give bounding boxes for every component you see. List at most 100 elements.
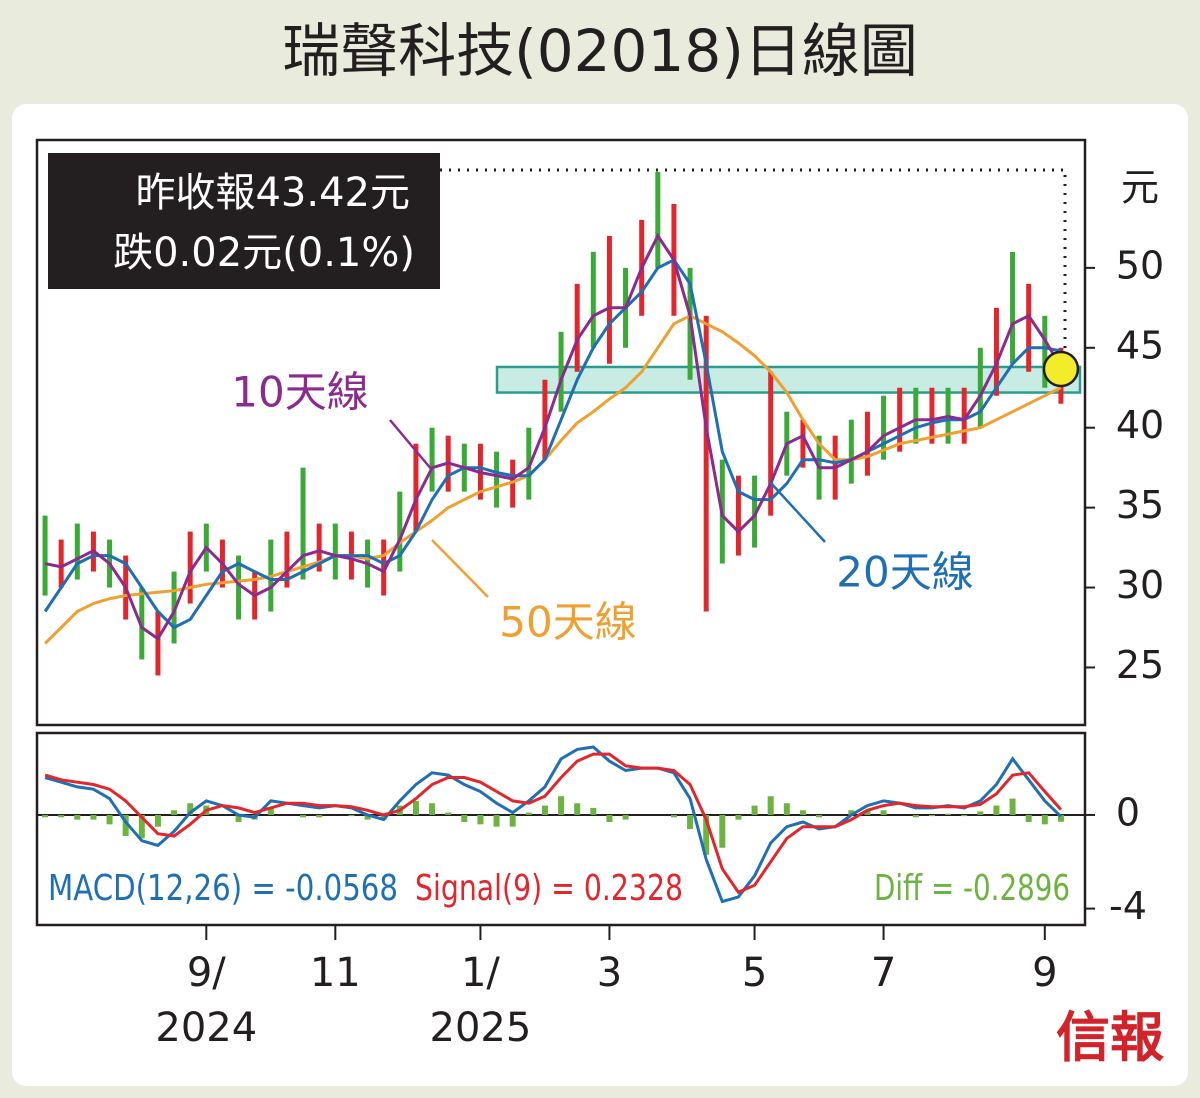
- diff-bar: [928, 814, 935, 817]
- diff-bar: [670, 814, 677, 818]
- diff-bar: [42, 814, 49, 818]
- y-tick-label: -4: [1109, 884, 1147, 928]
- price-range: [735, 475, 741, 556]
- legend-label: MACD(12,26) = -0.0568: [48, 868, 398, 909]
- x-tick-label: 7: [871, 950, 896, 996]
- price-range: [542, 379, 548, 460]
- price-range: [236, 555, 242, 620]
- diff-bar: [590, 807, 597, 815]
- price-range: [300, 467, 306, 580]
- price-range: [881, 395, 887, 460]
- diff-bar: [300, 814, 307, 818]
- diff-bar: [1041, 814, 1048, 825]
- diff-bar: [138, 814, 145, 839]
- year-label: 2024: [155, 1005, 257, 1051]
- price-range: [42, 515, 48, 596]
- diff-bar: [993, 805, 1000, 815]
- x-tick-label: 3: [597, 950, 622, 996]
- y-tick-label: 25: [1116, 643, 1164, 687]
- price-range: [977, 347, 983, 428]
- price-range: [752, 475, 758, 548]
- series-label: 10天線: [231, 368, 368, 417]
- y-tick-label: 0: [1116, 790, 1140, 834]
- diff-bar: [461, 814, 468, 822]
- diff-bar: [122, 814, 129, 837]
- diff-bar: [525, 812, 532, 815]
- price-range: [864, 411, 870, 476]
- diff-bar: [267, 807, 274, 815]
- diff-bar: [912, 814, 919, 818]
- ma-line: [44, 232, 1063, 641]
- diff-bar: [1057, 814, 1064, 822]
- diff-bar: [90, 814, 97, 820]
- diff-bar: [1025, 814, 1032, 822]
- chart-title: 瑞聲科技(02018)日線圖: [282, 17, 918, 85]
- x-tick-label: 5: [742, 950, 767, 996]
- price-range: [961, 387, 967, 444]
- price-range: [429, 427, 435, 492]
- price-range: [284, 531, 290, 588]
- x-tick-label: 11: [310, 950, 361, 996]
- price-range: [768, 371, 774, 516]
- series-label: 20天線: [836, 548, 973, 597]
- price-range: [1042, 315, 1048, 388]
- x-tick-label: 1/: [461, 950, 500, 996]
- pointer-line: [440, 168, 1067, 365]
- price-range: [332, 523, 338, 580]
- price-range: [494, 451, 500, 508]
- diff-bar: [477, 814, 484, 825]
- price-range: [413, 443, 419, 532]
- price-range: [703, 315, 709, 612]
- last-price-marker: [1042, 350, 1080, 388]
- diff-bar: [1009, 798, 1016, 815]
- price-range: [800, 419, 806, 468]
- legend-label: Signal(9) = 0.2328: [415, 868, 683, 909]
- price-range: [155, 611, 161, 676]
- y-tick-label: 40: [1116, 403, 1164, 447]
- y-tick-label: 35: [1116, 483, 1164, 527]
- diff-bar: [171, 810, 178, 815]
- price-range: [1010, 251, 1016, 364]
- diff-bar: [154, 814, 161, 827]
- price-range: [897, 387, 903, 452]
- info-line: 跌0.02元(0.1%): [113, 230, 415, 276]
- price-range: [913, 387, 919, 444]
- price-range: [381, 539, 387, 596]
- diff-bar: [816, 814, 823, 818]
- leader-line: [389, 419, 433, 471]
- diff-bar: [848, 810, 855, 815]
- leader-line: [431, 539, 489, 598]
- diff-bar: [558, 796, 565, 815]
- price-range: [171, 571, 177, 644]
- price-range: [606, 235, 612, 364]
- price-range: [397, 491, 403, 572]
- macd-line: [44, 752, 1063, 895]
- diff-bar: [864, 810, 871, 815]
- price-range: [574, 283, 580, 372]
- price-range: [993, 307, 999, 396]
- diff-bar: [735, 814, 742, 820]
- price-range: [558, 331, 564, 412]
- y-tick-label: 30: [1116, 563, 1164, 607]
- diff-bar: [880, 810, 887, 815]
- diff-bar: [783, 803, 790, 815]
- price-range: [58, 539, 64, 588]
- legend-label: Diff = -0.2896: [874, 868, 1070, 909]
- diff-bar: [945, 813, 952, 815]
- unit-label: 元: [1121, 166, 1159, 210]
- x-tick-label: 9/: [187, 950, 226, 996]
- diff-bar: [235, 814, 242, 822]
- diff-bar: [799, 810, 806, 815]
- diff-bar: [412, 800, 419, 815]
- price-range: [929, 387, 935, 444]
- diff-bar: [509, 814, 516, 827]
- diff-bar: [719, 814, 726, 848]
- diff-bar: [751, 805, 758, 815]
- diff-bar: [961, 814, 968, 817]
- diff-bar: [316, 814, 323, 818]
- panel: [12, 104, 1188, 1086]
- diff-bar: [187, 803, 194, 815]
- diff-bar: [606, 814, 613, 822]
- x-tick-label: 9: [1032, 950, 1057, 996]
